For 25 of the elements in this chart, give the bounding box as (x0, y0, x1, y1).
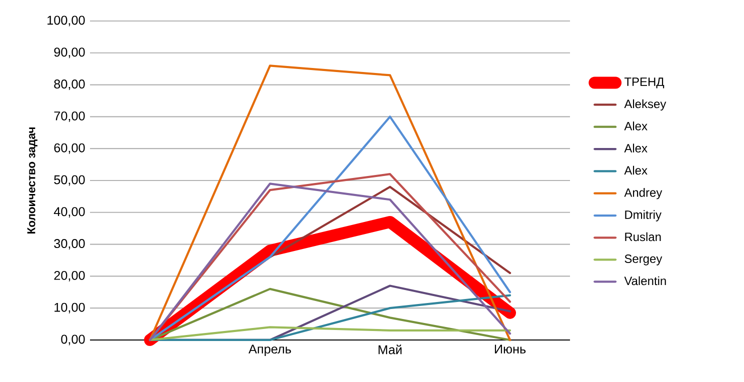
legend-label: Aleksey (624, 99, 666, 111)
y-tick-label: 20,00 (54, 270, 85, 282)
y-tick-label: 30,00 (54, 239, 85, 250)
y-tick-label: 10,00 (54, 302, 85, 314)
y-tick-label: 0,00 (61, 334, 85, 346)
x-tick-label: Июнь (494, 344, 526, 354)
y-tick-label: 100,00 (48, 16, 85, 26)
x-tick-label: Апрель (248, 344, 291, 356)
y-tick-label: 50,00 (54, 175, 85, 186)
legend-label: Dmitriy (625, 210, 662, 222)
y-tick-label: 70,00 (54, 111, 85, 122)
y-tick-label: 80,00 (54, 80, 85, 90)
y-tick-label: 60,00 (54, 143, 85, 154)
legend-label: Alex (624, 144, 648, 152)
x-tick-label: Май (378, 344, 402, 354)
legend-label: Valentin (624, 276, 666, 286)
legend-label: ТРЕНД (624, 78, 664, 88)
y-tick-label: 90,00 (54, 48, 85, 58)
legend-label: Alex (624, 122, 648, 130)
legend-label: Alex (624, 166, 648, 175)
y-axis-title: Колоичество задач (27, 127, 38, 234)
legend-label: Andrey (624, 188, 662, 200)
legend-label: Sergey (624, 254, 662, 266)
y-tick-label: 40,00 (54, 207, 85, 218)
legend-label: Ruslan (625, 232, 661, 242)
